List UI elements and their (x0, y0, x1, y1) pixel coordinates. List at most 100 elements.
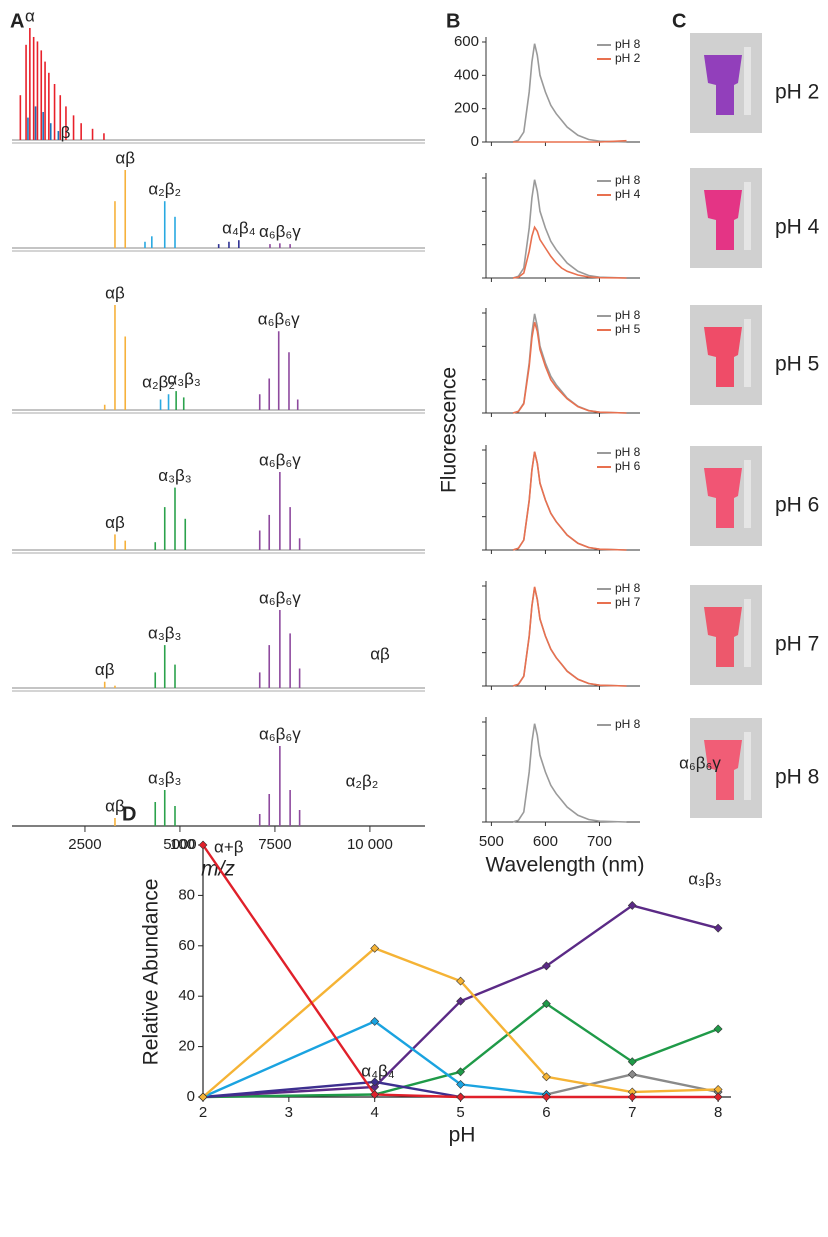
x-tick-label: 6 (542, 1104, 550, 1121)
legend-label: pH 8 (615, 308, 641, 322)
marker (370, 1016, 380, 1026)
marker (456, 976, 465, 986)
peak-label: α₆β₆γ (258, 310, 300, 329)
y-axis-title: Fluorescence (438, 367, 461, 493)
series-line (202, 904, 719, 1099)
legend-label: pH 6 (615, 459, 641, 473)
cuvette (704, 55, 742, 115)
marker (541, 999, 551, 1009)
series-label: α+β (214, 837, 244, 856)
cuvette-glass (744, 460, 751, 528)
marker (370, 1077, 380, 1087)
legend-label: pH 5 (615, 322, 641, 336)
x-tick-label: 2 (199, 1104, 207, 1121)
legend-label: pH 8 (615, 445, 641, 459)
y-tick-label: 400 (454, 66, 479, 83)
x-tick-label: 10 000 (347, 836, 393, 853)
marker (713, 923, 723, 933)
marker (456, 1067, 465, 1077)
marker (456, 1092, 465, 1102)
marker (198, 840, 208, 850)
legend-label: pH 8 (615, 581, 641, 595)
marker (456, 996, 465, 1006)
y-tick-label: 40 (178, 987, 195, 1004)
cuvette-glass (744, 732, 751, 800)
peak-label: αβ (105, 513, 125, 532)
marker (627, 901, 637, 910)
panel-letter: C (672, 10, 686, 32)
peak-label: α₃β₃ (167, 370, 200, 389)
series-line (202, 1002, 719, 1099)
series-line (202, 844, 719, 1099)
x-tick-label: 700 (587, 833, 612, 850)
marker (456, 1079, 465, 1089)
cuvette-glass (744, 182, 751, 250)
x-tick-label: 2500 (68, 836, 101, 853)
peak-label: α₂β₂ (148, 180, 181, 199)
y-tick-label: 60 (178, 937, 195, 954)
cuvette (704, 327, 742, 387)
peak-label: α₆β₆γ (259, 724, 301, 743)
marker (627, 1069, 637, 1079)
x-tick-label: 4 (371, 1104, 379, 1121)
marker (713, 1092, 723, 1102)
legend-label: pH 2 (615, 51, 641, 65)
legend-label: pH 7 (615, 595, 641, 609)
legend-label: pH 8 (615, 717, 641, 731)
marker (198, 1092, 208, 1102)
marker (541, 1072, 551, 1082)
spectrum-line (512, 321, 627, 414)
x-tick-label: 7 (628, 1104, 636, 1121)
peak-label: αβ (115, 148, 135, 167)
peak-label: α₃β₃ (158, 466, 191, 485)
x-axis-title: Wavelength (nm) (485, 854, 644, 877)
x-tick-label: 5 (456, 1104, 464, 1121)
photo-label: pH 8 (775, 766, 819, 789)
peak-label: α₂β₂ (142, 373, 175, 392)
y-axis-title: Relative Abundance (140, 879, 163, 1066)
marker (370, 1090, 380, 1099)
photo-label: pH 7 (775, 633, 819, 656)
peak-label: α₄β₄ (222, 219, 256, 238)
marker (541, 961, 551, 971)
marker (370, 943, 380, 953)
series-label: α₂β₂ (346, 771, 379, 790)
y-tick-label: 0 (471, 133, 479, 150)
photo-label: pH 6 (775, 494, 819, 517)
marker (627, 1057, 637, 1067)
peak-label: αβ (105, 796, 125, 815)
peak-label: α₃β₃ (148, 768, 181, 787)
marker (713, 1024, 723, 1034)
cuvette (704, 190, 742, 250)
y-tick-label: 80 (178, 886, 195, 903)
series-line (202, 946, 719, 1098)
spectrum-line (512, 179, 627, 279)
series-label: α₄β₄ (361, 1061, 395, 1080)
panel-letter: D (122, 803, 136, 825)
peak-label: α₃β₃ (148, 624, 181, 643)
photo-label: pH 2 (775, 81, 819, 104)
spectrum-line (512, 451, 627, 551)
y-tick-label: 200 (454, 100, 479, 117)
photo-label: pH 4 (775, 216, 820, 239)
photo-label: pH 5 (775, 353, 819, 376)
x-tick-label: 7500 (258, 836, 291, 853)
cuvette (704, 607, 742, 667)
marker (541, 1092, 551, 1102)
y-tick-label: 0 (187, 1088, 195, 1105)
legend-label: pH 8 (615, 37, 641, 51)
legend-label: pH 8 (615, 173, 641, 187)
x-axis-title: pH (449, 1124, 476, 1147)
legend-label: pH 4 (615, 187, 641, 201)
series-line (202, 1020, 547, 1099)
cuvette-glass (744, 319, 751, 387)
panel-letter: B (446, 10, 460, 32)
cuvette-glass (744, 47, 751, 115)
cuvette (704, 468, 742, 528)
y-tick-label: 20 (178, 1038, 195, 1055)
peak-label: β (61, 123, 71, 142)
spectrum-line (512, 723, 627, 823)
x-tick-label: 8 (714, 1104, 722, 1121)
spectrum-line (512, 43, 627, 143)
